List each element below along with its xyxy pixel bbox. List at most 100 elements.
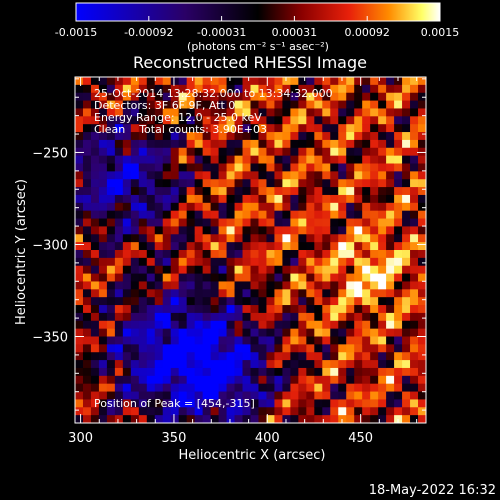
heatmap-cell bbox=[218, 328, 227, 337]
heatmap-cell bbox=[330, 84, 339, 94]
heatmap-cell bbox=[98, 100, 108, 109]
heatmap-cell bbox=[90, 218, 100, 227]
heatmap-cell bbox=[394, 242, 403, 251]
heatmap-cell bbox=[178, 234, 188, 243]
heatmap-cell bbox=[362, 92, 371, 101]
heatmap-cell bbox=[306, 108, 315, 117]
heatmap-cell bbox=[274, 171, 283, 180]
heatmap-cell bbox=[162, 132, 172, 141]
heatmap-cell bbox=[330, 242, 339, 251]
heatmap-cell bbox=[354, 257, 363, 267]
heatmap-cell bbox=[330, 415, 339, 424]
heatmap-cell bbox=[362, 132, 371, 141]
heatmap-cell bbox=[266, 250, 275, 259]
heatmap-cell bbox=[410, 328, 419, 337]
heatmap-cell bbox=[186, 92, 196, 101]
heatmap-cell bbox=[338, 234, 347, 243]
heatmap-cell bbox=[410, 147, 419, 157]
heatmap-cell bbox=[346, 336, 355, 345]
heatmap-cell bbox=[90, 297, 100, 306]
heatmap-cell bbox=[362, 289, 371, 298]
heatmap-cell bbox=[306, 84, 315, 94]
heatmap-cell bbox=[250, 77, 259, 86]
heatmap-cell bbox=[234, 281, 243, 290]
heatmap-cell bbox=[298, 273, 307, 282]
heatmap-cell bbox=[202, 281, 212, 290]
heatmap-cell bbox=[418, 383, 427, 392]
heatmap-cell bbox=[346, 257, 355, 267]
heatmap-cell bbox=[114, 407, 124, 416]
heatmap-cell bbox=[90, 391, 100, 400]
heatmap-cell bbox=[170, 383, 180, 392]
heatmap-cell bbox=[258, 336, 267, 345]
heatmap-cell bbox=[370, 218, 379, 227]
heatmap-cell bbox=[194, 124, 204, 133]
heatmap-cell bbox=[354, 202, 363, 212]
heatmap-cell bbox=[362, 399, 371, 408]
heatmap-cell bbox=[234, 250, 243, 259]
heatmap-cell bbox=[250, 415, 259, 424]
heatmap-cell bbox=[242, 179, 251, 188]
heatmap-cell bbox=[154, 257, 164, 267]
heatmap-cell bbox=[146, 273, 156, 282]
heatmap-cell bbox=[258, 147, 267, 157]
heatmap-cell bbox=[402, 415, 411, 424]
heatmap-cell bbox=[194, 116, 204, 125]
heatmap-cell bbox=[266, 289, 275, 298]
heatmap-cell bbox=[386, 289, 395, 298]
heatmap-cell bbox=[170, 273, 180, 282]
heatmap-cell bbox=[138, 226, 148, 235]
heatmap-cell bbox=[386, 92, 395, 101]
heatmap-cell bbox=[170, 77, 180, 86]
heatmap-cell bbox=[146, 367, 156, 377]
heatmap-cell bbox=[370, 375, 379, 385]
heatmap-cell bbox=[290, 132, 299, 141]
heatmap-cell bbox=[402, 375, 411, 385]
heatmap-cell bbox=[322, 257, 331, 267]
heatmap-cell bbox=[346, 320, 355, 330]
heatmap-cell bbox=[186, 171, 196, 180]
heatmap-cell bbox=[378, 108, 387, 117]
heatmap-cell bbox=[418, 210, 427, 219]
heatmap-cell bbox=[210, 187, 219, 196]
heatmap-cell bbox=[146, 210, 156, 219]
heatmap-cell bbox=[82, 77, 92, 86]
heatmap-cell bbox=[194, 139, 204, 149]
heatmap-cell bbox=[202, 305, 212, 314]
heatmap-cell bbox=[138, 305, 148, 314]
heatmap-cell bbox=[322, 407, 331, 416]
heatmap-cell bbox=[178, 336, 188, 345]
heatmap-cell bbox=[370, 273, 379, 282]
heatmap-cell bbox=[338, 257, 347, 267]
heatmap-cell bbox=[386, 194, 395, 204]
heatmap-cell bbox=[250, 202, 259, 212]
heatmap-cell bbox=[130, 250, 140, 259]
heatmap-cell bbox=[186, 391, 196, 400]
heatmap-cell bbox=[386, 305, 395, 314]
heatmap-cell bbox=[394, 187, 403, 196]
heatmap-cell bbox=[394, 289, 403, 298]
heatmap-cell bbox=[346, 218, 355, 227]
heatmap-cell bbox=[338, 171, 347, 180]
heatmap-cell bbox=[394, 234, 403, 243]
heatmap-cell bbox=[154, 77, 164, 86]
heatmap-cell bbox=[322, 210, 331, 219]
heatmap-cell bbox=[170, 218, 180, 227]
heatmap-cell bbox=[274, 92, 283, 101]
heatmap-cell bbox=[130, 367, 140, 377]
heatmap-cell bbox=[386, 383, 395, 392]
heatmap-cell bbox=[274, 273, 283, 282]
heatmap-cell bbox=[410, 367, 419, 377]
heatmap-cell bbox=[322, 84, 331, 94]
heatmap-cell bbox=[330, 218, 339, 227]
heatmap-cell bbox=[290, 281, 299, 290]
heatmap-cell bbox=[290, 179, 299, 188]
heatmap-cell bbox=[106, 171, 116, 180]
heatmap-cell bbox=[362, 305, 371, 314]
heatmap-cell bbox=[322, 375, 331, 385]
heatmap-cell bbox=[330, 187, 339, 196]
heatmap-cell bbox=[250, 367, 259, 377]
heatmap-cell bbox=[90, 242, 100, 251]
heatmap-cell bbox=[226, 108, 235, 117]
heatmap-cell bbox=[98, 116, 108, 125]
